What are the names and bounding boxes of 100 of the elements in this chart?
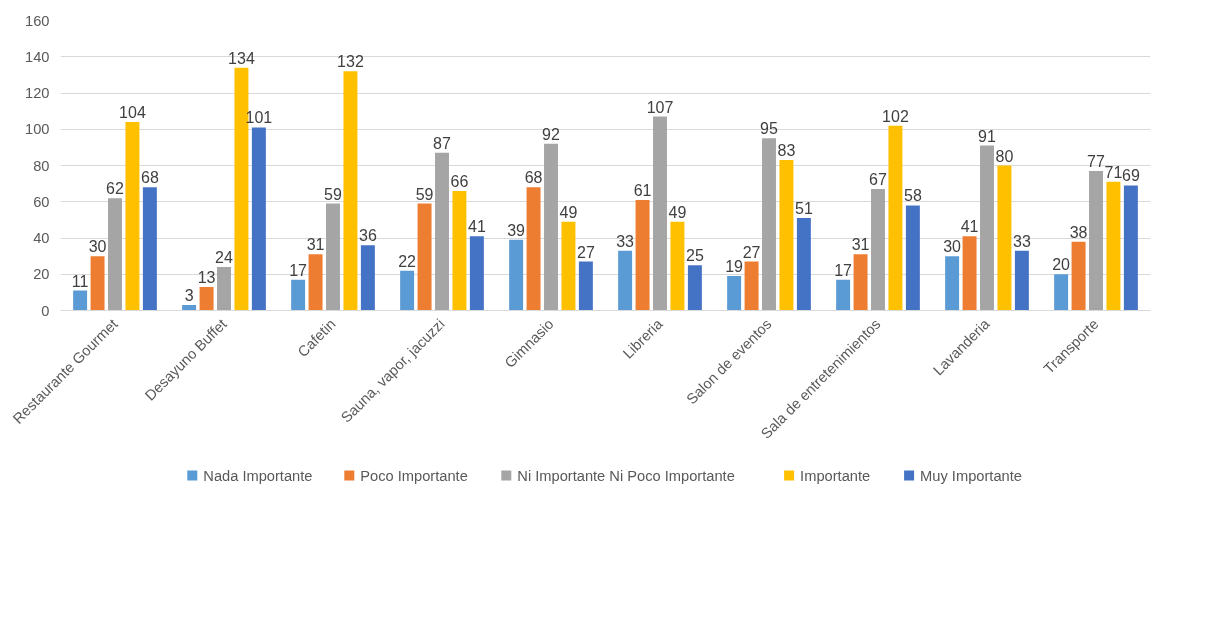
bar bbox=[744, 261, 759, 311]
bar bbox=[526, 187, 541, 311]
data-label: 132 bbox=[337, 53, 364, 71]
bar bbox=[251, 127, 266, 311]
y-tick-label: 140 bbox=[25, 48, 50, 65]
y-tick-label: 120 bbox=[25, 85, 50, 101]
bar bbox=[199, 286, 214, 311]
data-label: 30 bbox=[88, 238, 107, 256]
bar bbox=[561, 221, 576, 311]
bar bbox=[1089, 170, 1103, 311]
bar bbox=[871, 189, 885, 311]
data-label: 61 bbox=[633, 181, 652, 199]
data-label: 22 bbox=[398, 252, 417, 270]
bar bbox=[125, 122, 140, 311]
data-label: 31 bbox=[851, 236, 870, 254]
data-label: 62 bbox=[106, 180, 124, 198]
bar bbox=[308, 254, 323, 311]
bar bbox=[836, 279, 851, 311]
bar bbox=[618, 250, 633, 311]
data-label: 24 bbox=[215, 249, 233, 266]
data-label: 87 bbox=[433, 134, 451, 152]
bar bbox=[779, 160, 794, 311]
legend-label: Muy Importante bbox=[920, 467, 1022, 484]
data-label: 11 bbox=[71, 272, 89, 290]
bar bbox=[796, 218, 811, 311]
data-label: 95 bbox=[760, 120, 778, 138]
data-label: 27 bbox=[576, 243, 595, 261]
bar bbox=[888, 125, 903, 311]
bar bbox=[670, 221, 685, 311]
bar bbox=[343, 71, 358, 311]
bar bbox=[360, 245, 375, 311]
data-label: 58 bbox=[903, 187, 922, 205]
bar bbox=[90, 256, 105, 311]
bar bbox=[108, 198, 122, 311]
bar bbox=[853, 254, 868, 311]
data-label: 17 bbox=[289, 261, 308, 279]
data-label: 39 bbox=[507, 221, 526, 239]
legend-label: Poco Importante bbox=[360, 467, 468, 484]
data-label: 17 bbox=[834, 261, 853, 279]
bar bbox=[182, 305, 197, 311]
data-label: 102 bbox=[882, 107, 909, 125]
legend-label: Ni Importante Ni Poco Importante bbox=[517, 467, 735, 484]
bar bbox=[635, 199, 650, 311]
bar bbox=[1123, 185, 1138, 311]
bar bbox=[326, 203, 340, 311]
data-label: 3 bbox=[184, 287, 194, 305]
y-tick-label: 0 bbox=[41, 302, 50, 319]
data-label: 51 bbox=[794, 200, 813, 218]
bar bbox=[1106, 181, 1121, 311]
bar bbox=[1014, 250, 1029, 311]
bar bbox=[73, 290, 88, 311]
data-label: 36 bbox=[358, 227, 377, 245]
y-tick-label: 20 bbox=[33, 266, 50, 283]
data-label: 71 bbox=[1104, 163, 1123, 181]
data-label: 59 bbox=[415, 185, 434, 203]
data-label: 107 bbox=[646, 98, 674, 116]
data-label: 27 bbox=[742, 243, 761, 261]
bar bbox=[997, 165, 1012, 311]
bar bbox=[980, 145, 994, 311]
y-tick-label: 60 bbox=[33, 193, 50, 210]
y-tick-label: 40 bbox=[33, 230, 50, 246]
bar bbox=[1071, 241, 1086, 311]
bar bbox=[452, 190, 467, 311]
bar bbox=[291, 279, 306, 311]
data-label: 19 bbox=[725, 258, 744, 276]
data-label: 77 bbox=[1087, 152, 1105, 170]
bar bbox=[687, 265, 702, 311]
data-label: 30 bbox=[943, 238, 962, 256]
data-label: 68 bbox=[524, 169, 543, 187]
bar bbox=[578, 261, 593, 311]
y-tick-label: 80 bbox=[33, 157, 50, 174]
bar bbox=[435, 152, 449, 311]
data-label: 49 bbox=[668, 203, 687, 221]
data-label: 91 bbox=[978, 127, 996, 145]
bar bbox=[544, 143, 558, 311]
bar bbox=[762, 138, 776, 311]
data-label: 80 bbox=[995, 147, 1014, 165]
data-label: 49 bbox=[559, 203, 578, 221]
bar bbox=[945, 256, 960, 311]
data-label: 33 bbox=[1012, 232, 1031, 250]
bar bbox=[217, 267, 231, 311]
data-label: 33 bbox=[616, 232, 635, 250]
data-label: 38 bbox=[1069, 223, 1088, 241]
bar bbox=[469, 236, 484, 311]
legend-label: Importante bbox=[800, 467, 871, 484]
data-label: 83 bbox=[777, 142, 796, 160]
data-label: 66 bbox=[450, 172, 469, 190]
data-label: 67 bbox=[869, 171, 887, 189]
data-label: 13 bbox=[197, 268, 216, 286]
bar bbox=[400, 270, 415, 311]
bar bbox=[142, 187, 157, 311]
data-label: 92 bbox=[542, 125, 560, 143]
data-label: 25 bbox=[685, 247, 704, 265]
y-tick-label: 160 bbox=[25, 12, 50, 29]
bar bbox=[905, 205, 920, 311]
y-tick-label: 100 bbox=[25, 121, 50, 138]
data-label: 31 bbox=[306, 236, 325, 254]
bar bbox=[417, 203, 432, 311]
data-label: 20 bbox=[1052, 256, 1071, 274]
data-label: 41 bbox=[467, 218, 486, 236]
